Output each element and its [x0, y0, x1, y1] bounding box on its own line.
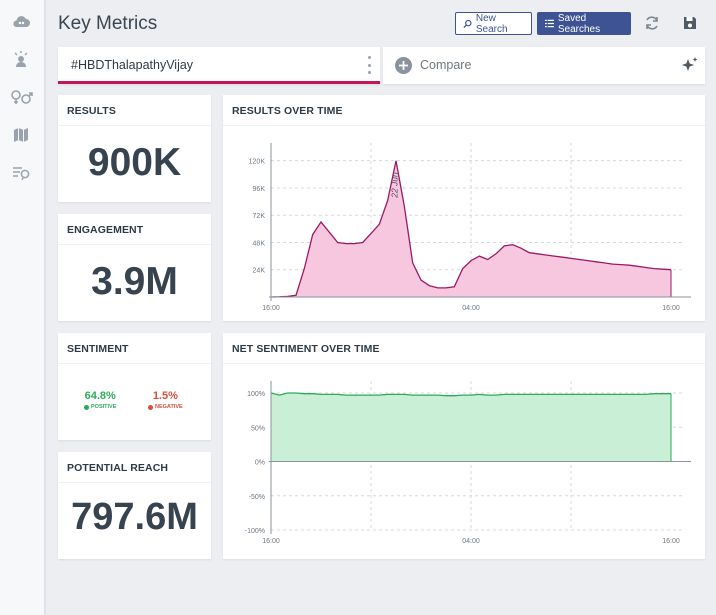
y-tick-label: 24K: [253, 268, 266, 275]
compare-box[interactable]: Compare: [383, 47, 705, 84]
results-over-time-card: RESULTS OVER TIME 24K 48K 72K 96K 120K 16:00 0…: [223, 95, 705, 321]
x-tick-label: 16:00: [262, 538, 280, 545]
x-tick-label: 16:00: [262, 305, 280, 312]
engagement-card: ENGAGEMENT 3.9M: [58, 214, 211, 321]
sidebar: [0, 0, 46, 615]
refresh-icon[interactable]: [642, 13, 662, 33]
search-term: #HBDThalapathyVijay: [71, 58, 194, 72]
map-icon[interactable]: [10, 124, 32, 146]
reach-card: POTENTIAL REACH 797.6M: [58, 452, 211, 559]
x-tick-label: 16:00: [662, 538, 680, 545]
y-tick-label: 0%: [255, 460, 265, 467]
net-sentiment-chart[interactable]: -100% -50% 0% 50% 100% 16:00 04:00 16:00: [223, 333, 705, 559]
sparkle-icon[interactable]: [681, 56, 699, 79]
y-tick-label: 120K: [249, 159, 266, 166]
results-title: RESULTS: [67, 105, 116, 117]
positive-dot-icon: [84, 404, 89, 410]
series-area: [271, 160, 671, 297]
plus-icon: [395, 57, 412, 74]
gender-icon[interactable]: [10, 86, 34, 108]
sentiment-chart-title: NET SENTIMENT OVER TIME: [232, 343, 380, 355]
cloud-icon[interactable]: [10, 10, 32, 32]
negative-pct: 1.5%: [152, 390, 178, 402]
sentiment-title: SENTIMENT: [67, 343, 129, 355]
page-title: Key Metrics: [58, 13, 158, 34]
negative-label: NEGATIVE: [155, 404, 183, 410]
search-icon: [463, 19, 472, 28]
engagement-value: 3.9M: [91, 260, 178, 303]
series-line: [270, 392, 671, 397]
sentiment-card: SENTIMENT 64.8% POSITIVE 1.5% NEGATIVE: [58, 333, 211, 440]
person-sparkle-icon[interactable]: [10, 48, 32, 70]
results-card: RESULTS 900K: [58, 95, 211, 202]
new-search-label: New Search: [475, 12, 508, 35]
feedback-icon[interactable]: [10, 162, 32, 184]
y-tick-label: 72K: [253, 213, 266, 220]
negative-sentiment: 1.5% NEGATIVE: [148, 390, 183, 410]
compare-label: Compare: [420, 58, 472, 72]
reach-title: POTENTIAL REACH: [67, 462, 169, 474]
positive-label: POSITIVE: [91, 404, 117, 410]
positive-pct: 64.8%: [84, 390, 116, 402]
x-tick-label: 16:00: [662, 305, 680, 312]
save-icon[interactable]: [680, 13, 700, 33]
more-options-icon[interactable]: [366, 56, 372, 74]
main-content: Key Metrics New Search Saved Searches #H…: [48, 0, 716, 615]
engagement-title: ENGAGEMENT: [67, 224, 144, 236]
list-icon: [545, 19, 554, 28]
positive-sentiment: 64.8% POSITIVE: [84, 390, 116, 410]
results-value: 900K: [87, 141, 182, 184]
series-area: [271, 393, 671, 462]
date-annotation: 22 Jun: [390, 172, 400, 199]
y-tick-label: 96K: [253, 186, 266, 193]
saved-searches-label: Saved Searches: [557, 12, 601, 35]
y-tick-label: 50%: [251, 425, 265, 432]
y-tick-label: 48K: [253, 240, 266, 247]
results-over-time-chart[interactable]: 24K 48K 72K 96K 120K 16:00 04:00 16:00 22 Jun: [223, 95, 705, 321]
negative-dot-icon: [148, 404, 153, 410]
new-search-button[interactable]: New Search: [455, 12, 532, 35]
y-tick-label: -50%: [249, 494, 265, 501]
reach-value: 797.6M: [71, 496, 198, 538]
net-sentiment-card: NET SENTIMENT OVER TIME -100% -50% 0% 50% 10…: [223, 333, 705, 559]
y-tick-label: 100%: [247, 391, 265, 398]
y-tick-label: -100%: [245, 528, 265, 535]
results-chart-title: RESULTS OVER TIME: [232, 105, 343, 117]
x-tick-label: 04:00: [462, 305, 480, 312]
series-line: [270, 160, 672, 298]
saved-searches-button[interactable]: Saved Searches: [537, 12, 631, 35]
x-tick-label: 04:00: [462, 538, 480, 545]
search-term-box[interactable]: #HBDThalapathyVijay: [58, 47, 380, 84]
